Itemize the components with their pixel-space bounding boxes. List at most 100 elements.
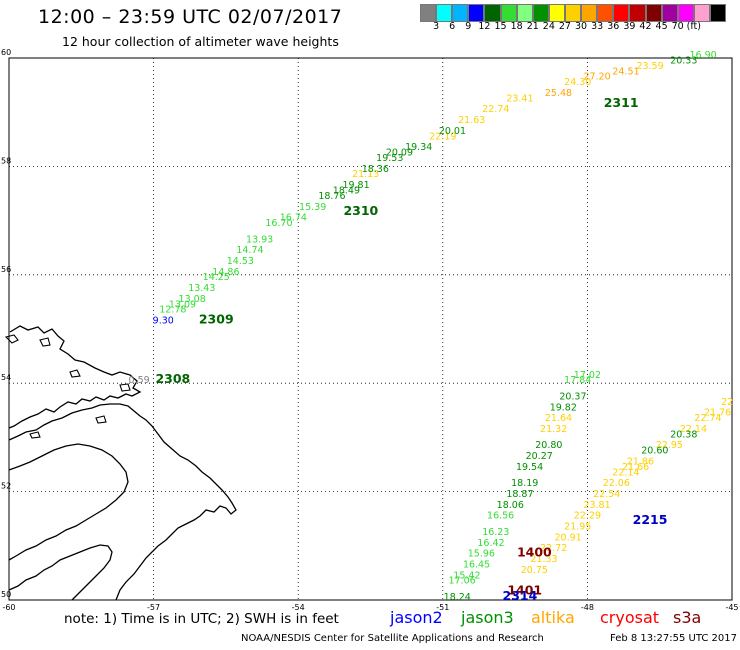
- swh-value-label: 18.87: [506, 489, 533, 500]
- colorbar-tick-labels: 3 6 9 12 15 18 21 24 27 30 33 36 39 42 45 70 (ft): [420, 21, 740, 35]
- mission-jason2: jason2: [390, 608, 443, 627]
- colorbar-tick: 42: [639, 21, 652, 32]
- swh-value-label: 15.42: [453, 570, 480, 581]
- colorbar-tick: 18: [510, 21, 523, 32]
- axis-labels: 60 58 56 54 52 50 -60 -57 -54 -51 -48 -45: [1, 48, 739, 612]
- colorbar-tick: 70: [671, 21, 684, 32]
- swh-value-label: 18.19: [511, 478, 538, 489]
- colorbar-swatch: [548, 4, 565, 22]
- swh-value-label: 19.81: [342, 180, 369, 191]
- swh-value-label: 27.20: [583, 72, 610, 83]
- swh-value-label: 17.84: [564, 375, 591, 386]
- swh-value-label: 20.33: [670, 55, 697, 66]
- swh-value-label: 14.86: [212, 267, 239, 278]
- swh-value-label: 12.78: [159, 305, 186, 316]
- lat-tick-label: 54: [1, 373, 11, 382]
- track-2215: 2221.7622.7422.1420.3822.9520.6021.8621.…: [521, 397, 733, 576]
- swh-value-label: 15.39: [299, 202, 326, 213]
- colorbar-tick: 15: [494, 21, 507, 32]
- swh-value-label: 0.59: [129, 375, 150, 386]
- colorbar-swatch: [452, 4, 469, 22]
- colorbar-swatch: [693, 4, 710, 22]
- colorbar-tick: 33: [591, 21, 604, 32]
- swh-value-label: 23.41: [506, 93, 533, 104]
- lat-tick-label: 52: [1, 482, 11, 491]
- swh-value-label: 13.08: [179, 294, 206, 305]
- swh-value-label: 21.32: [540, 424, 567, 435]
- swh-value-label: 20.38: [670, 429, 697, 440]
- pass-number: 2311: [604, 95, 639, 110]
- swh-value-label: 13.09: [169, 299, 196, 310]
- swh-value-label: 21.63: [458, 115, 485, 126]
- swh-value-label: 21.33: [530, 554, 557, 565]
- pass-number: 2215: [633, 512, 668, 527]
- colorbar-swatch: [677, 4, 694, 22]
- lat-tick-label: 58: [1, 156, 11, 165]
- swh-value-label: 20.09: [386, 148, 413, 159]
- colorbar-swatch: [645, 4, 662, 22]
- colorbar-tick: 3: [433, 21, 440, 32]
- swh-value-label: 19.82: [550, 402, 577, 413]
- coastline: [4, 325, 237, 601]
- pass-number: 2314: [503, 588, 538, 603]
- swh-value-label: 21.86: [627, 457, 654, 468]
- lon-tick-label: -45: [725, 603, 738, 612]
- swh-value-label: 22.72: [540, 543, 567, 554]
- map-subtitle: 12 hour collection of altimeter wave hei…: [62, 34, 339, 49]
- wave-height-tracks: 0.599.3012.7813.0913.0813.4314.2514.8614…: [129, 50, 734, 603]
- swh-value-label: 19.34: [405, 142, 432, 153]
- footer-credit: NOAA/NESDIS Center for Satellite Applica…: [241, 633, 544, 644]
- colorbar-tick: 24: [542, 21, 555, 32]
- colorbar-swatch: [500, 4, 517, 22]
- swh-value-label: 20.91: [555, 532, 582, 543]
- swh-value-label: 18.49: [333, 186, 360, 197]
- mission-altika: altika: [531, 608, 575, 627]
- colorbar-swatch: [581, 4, 598, 22]
- track-2308-2311: 0.599.3012.7813.0913.0813.4314.2514.8614…: [129, 50, 717, 386]
- swh-value-label: 9.30: [153, 316, 174, 327]
- swh-value-label: 22.95: [656, 440, 683, 451]
- swh-value-label: 20.27: [526, 451, 553, 462]
- pass-number: 2309: [199, 312, 234, 327]
- mission-jason3: jason3: [461, 608, 514, 627]
- mission-s3a: s3a: [673, 608, 702, 627]
- wave-height-colorbar: [420, 4, 727, 22]
- swh-value-label: 21.64: [545, 413, 572, 424]
- colorbar-swatch: [709, 4, 727, 22]
- colorbar-tick: 6: [449, 21, 456, 32]
- swh-value-label: 22.06: [603, 478, 630, 489]
- colorbar-tick: 36: [607, 21, 620, 32]
- lat-tick-label: 50: [1, 590, 11, 599]
- colorbar-swatch: [564, 4, 582, 22]
- swh-value-label: 18.24: [444, 592, 471, 603]
- colorbar-swatch: [629, 4, 646, 22]
- swh-value-label: 20.80: [535, 440, 562, 451]
- swh-value-label: 18.36: [362, 164, 389, 175]
- swh-value-label: 16.56: [487, 511, 514, 522]
- swh-value-label: 18.76: [318, 191, 345, 202]
- swh-value-label: 20.75: [521, 565, 548, 576]
- swh-value-label: 17.02: [574, 370, 601, 381]
- swh-value-label: 22: [721, 397, 733, 408]
- swh-value-label: 13.43: [188, 283, 215, 294]
- swh-value-label: 17.06: [448, 576, 475, 587]
- swh-value-label: 24.30: [564, 77, 591, 88]
- colorbar-swatch: [516, 4, 533, 22]
- colorbar-swatch: [613, 4, 630, 22]
- swh-value-label: 15.96: [468, 549, 495, 560]
- colorbar-tick: 12: [478, 21, 491, 32]
- swh-value-label: 21.66: [622, 462, 649, 473]
- map-frame: [8, 57, 733, 601]
- swh-value-label: 22.74: [482, 104, 509, 115]
- swh-value-label: 18.06: [497, 500, 524, 511]
- swh-value-label: 22.29: [574, 511, 601, 522]
- swh-value-label: 23.81: [583, 500, 610, 511]
- swh-value-label: 20.60: [641, 446, 668, 457]
- swh-value-label: 16.70: [265, 218, 292, 229]
- lon-tick-label: -57: [147, 603, 160, 612]
- pass-number: 1400: [517, 545, 552, 560]
- swh-value-label: 22.14: [612, 467, 639, 478]
- colorbar-swatch: [436, 4, 453, 22]
